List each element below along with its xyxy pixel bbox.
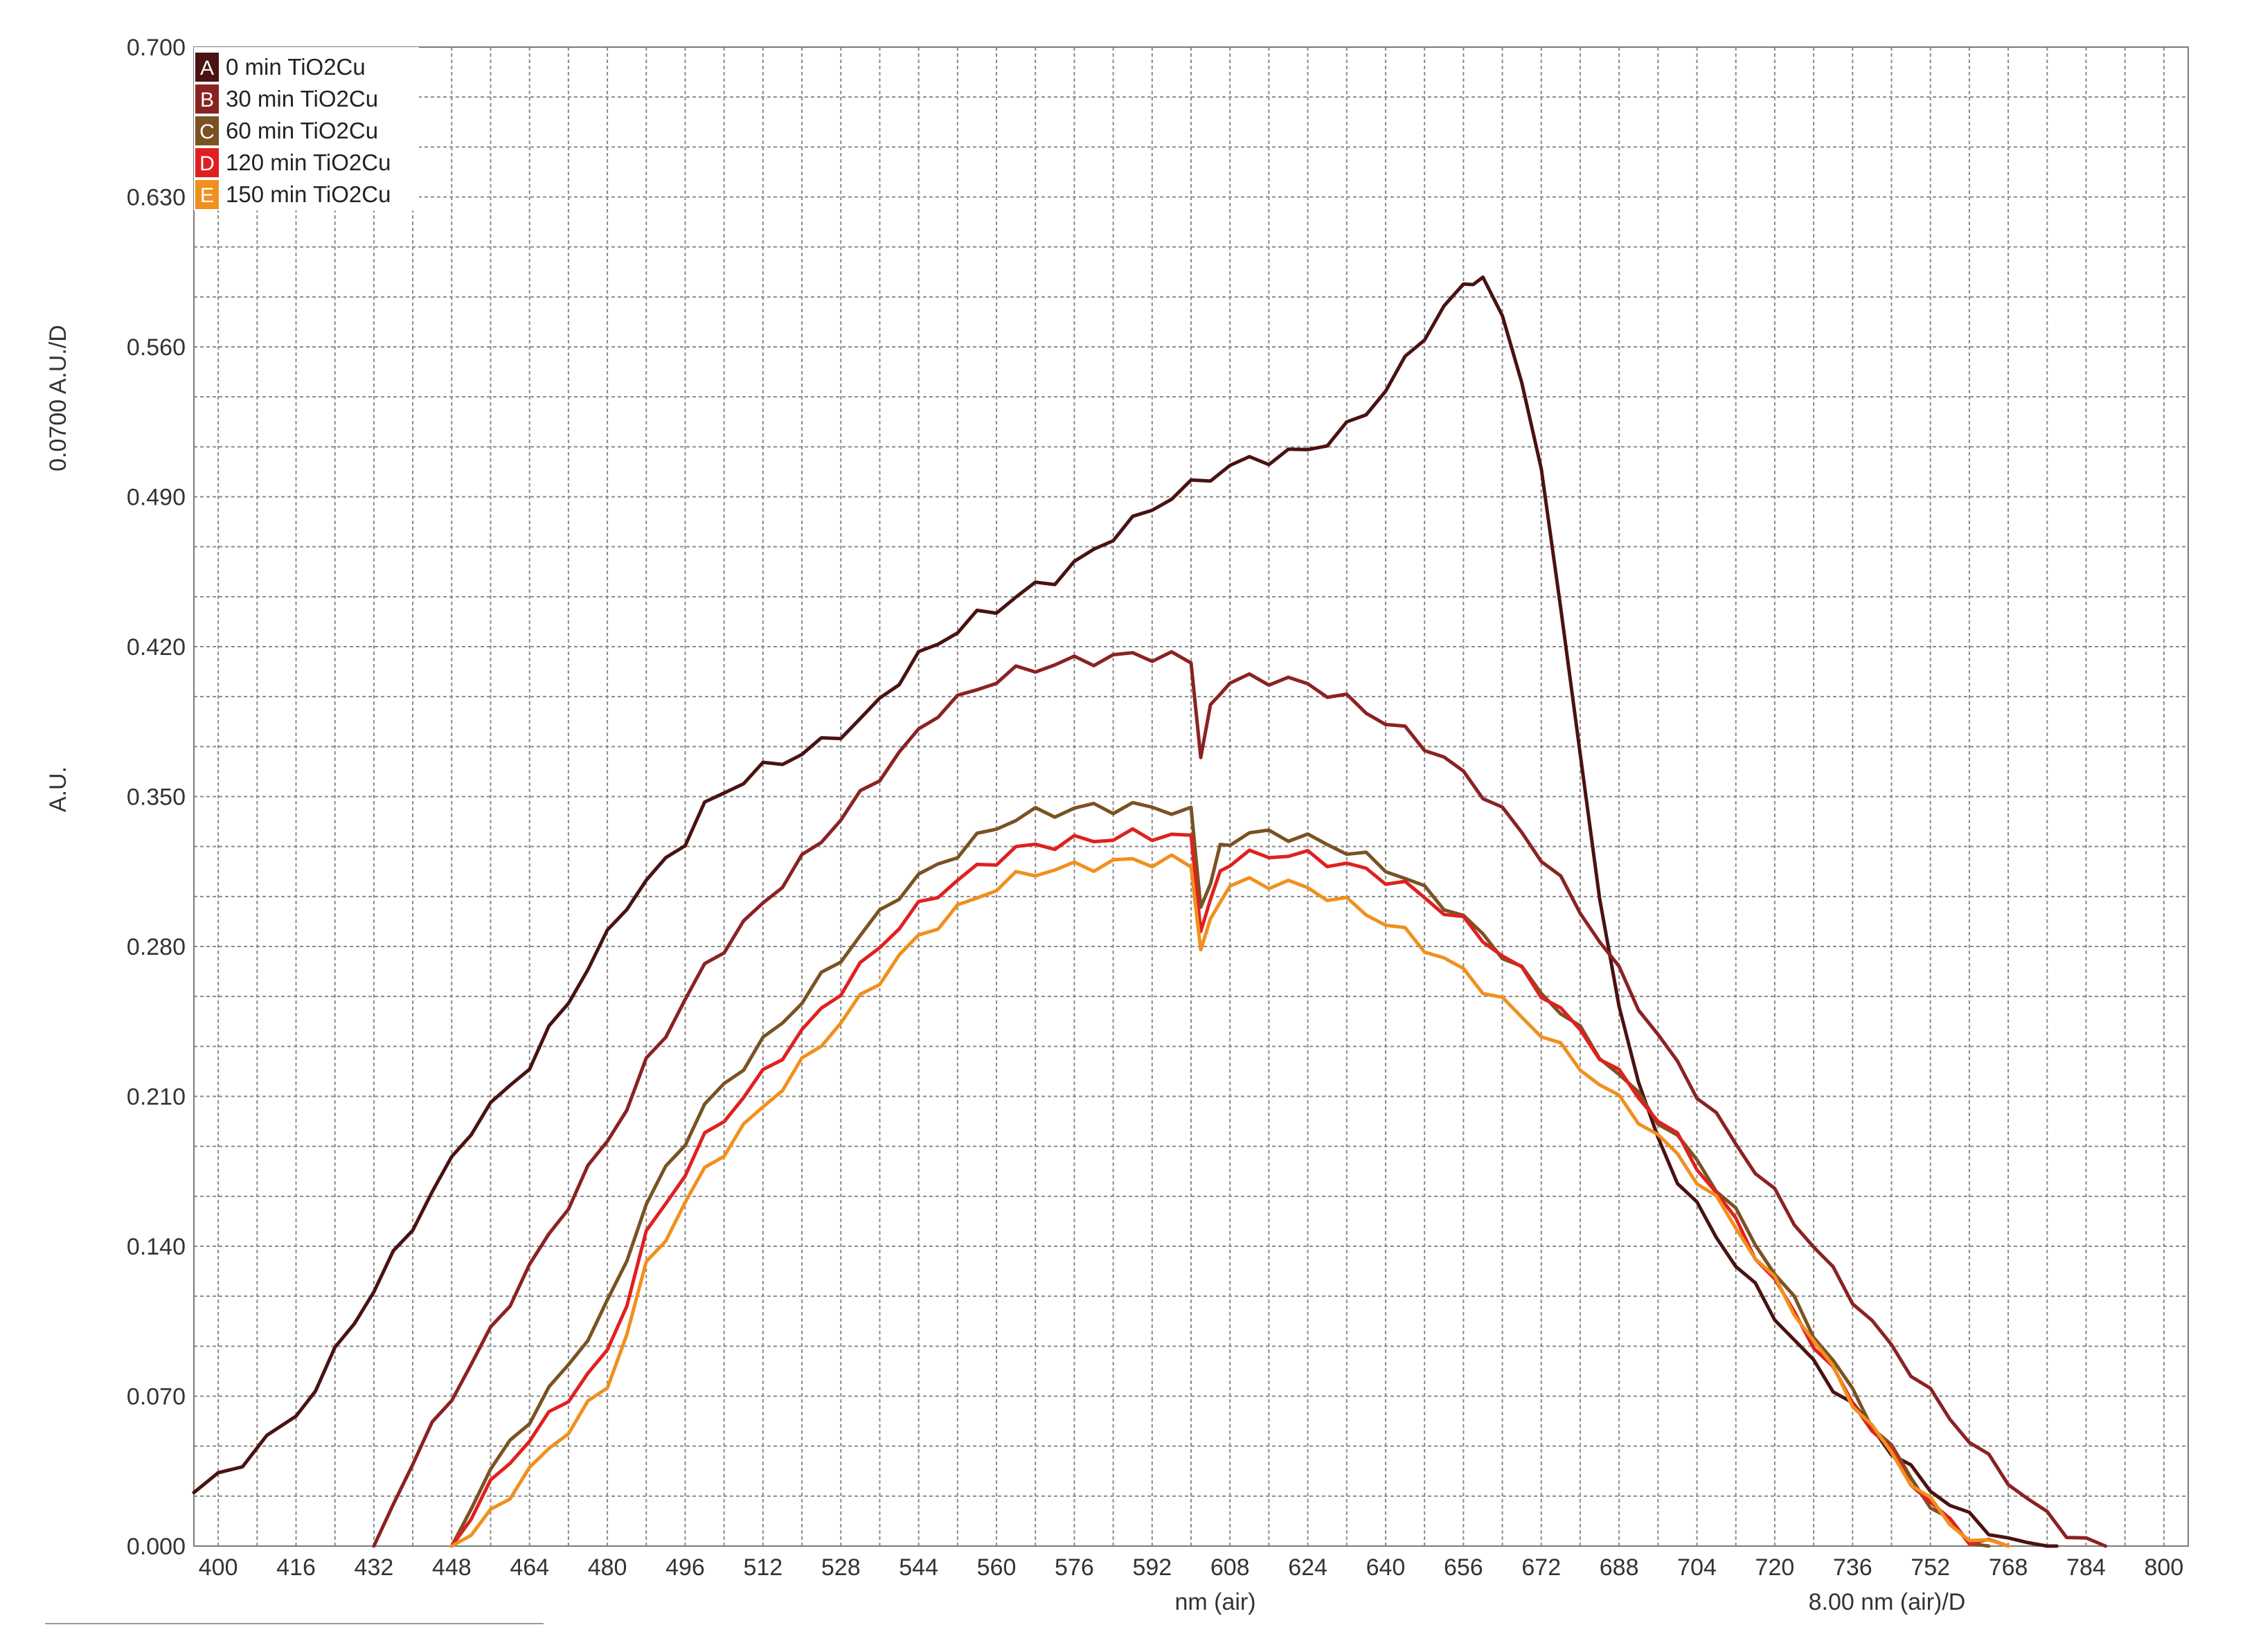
x-tick-label: 752	[1911, 1554, 1950, 1581]
y-tick-labels: 0.000 0.070 0.140 0.210 0.280 0.350 0.420 0.490…	[127, 35, 186, 1560]
x-tick-label: 480	[588, 1554, 627, 1581]
x-tick-label: 800	[2145, 1554, 2184, 1581]
x-tick-label: 640	[1366, 1554, 1406, 1581]
x-tick-label: 400	[199, 1554, 238, 1581]
series-line-c	[449, 800, 1991, 1548]
x-tick-label: 496	[665, 1554, 705, 1581]
y-tick-label: 0.560	[127, 334, 186, 361]
x-tick-label: 784	[2066, 1554, 2106, 1581]
y-axis-secondary-label: 0.0700 A.U./D	[45, 325, 71, 472]
x-tick-label: 416	[276, 1554, 316, 1581]
grid	[194, 47, 2188, 1547]
y-tick-label: 0.420	[127, 634, 186, 661]
legend-entry: 150 min TiO2Cu	[226, 181, 391, 207]
y-tick-label: 0.210	[127, 1084, 186, 1111]
x-tick-label: 624	[1288, 1554, 1327, 1581]
y-tick-label: 0.630	[127, 185, 186, 211]
legend-entry: 30 min TiO2Cu	[226, 86, 378, 111]
legend-swatch-d	[195, 148, 219, 177]
x-tick-label: 576	[1055, 1554, 1094, 1581]
legend-entry: 0 min TiO2Cu	[226, 54, 366, 80]
plot-frame	[193, 46, 2189, 1547]
x-tick-label: 464	[510, 1554, 549, 1581]
series-group	[192, 275, 2108, 1548]
x-tick-labels: 400 416 432 448 464 480 496 512 528 544 560 576 592 6…	[199, 1554, 2183, 1581]
x-axis-secondary-label: 8.00 nm (air)/D	[1809, 1589, 1966, 1615]
legend-swatch-c	[195, 116, 219, 145]
series-line-e	[449, 853, 2010, 1548]
x-tick-label: 432	[355, 1554, 394, 1581]
x-tick-label: 592	[1132, 1554, 1172, 1581]
x-tick-label: 512	[743, 1554, 782, 1581]
legend-letter: B	[200, 89, 214, 111]
y-tick-label: 0.140	[127, 1234, 186, 1260]
legend: A 0 min TiO2Cu B 30 min TiO2Cu C 60 min TiO2C…	[194, 47, 419, 210]
x-tick-label: 672	[1521, 1554, 1561, 1581]
x-axis-label: nm (air)	[1174, 1589, 1255, 1615]
series-line-d	[449, 827, 2010, 1548]
y-tick-label: 0.350	[127, 784, 186, 811]
legend-letter: A	[200, 57, 214, 80]
x-tick-label: 688	[1600, 1554, 1639, 1581]
x-tick-label: 448	[432, 1554, 472, 1581]
legend-swatch-b	[195, 84, 219, 114]
y-tick-label: 0.000	[127, 1534, 186, 1560]
series-line-b	[372, 649, 2108, 1548]
x-tick-label: 544	[899, 1554, 938, 1581]
legend-letter: E	[200, 184, 214, 207]
y-tick-label: 0.280	[127, 934, 186, 960]
legend-entry: 60 min TiO2Cu	[226, 118, 378, 143]
legend-swatch-a	[195, 53, 219, 82]
legend-box	[194, 47, 419, 210]
legend-swatch-e	[195, 180, 219, 209]
series-line-a	[192, 275, 2059, 1548]
y-tick-label: 0.700	[127, 35, 186, 61]
x-tick-label: 656	[1444, 1554, 1483, 1581]
legend-entry: 120 min TiO2Cu	[226, 150, 391, 175]
y-axis-label: A.U.	[45, 766, 71, 812]
x-tick-label: 736	[1833, 1554, 1872, 1581]
x-tick-label: 720	[1755, 1554, 1795, 1581]
x-tick-label: 528	[821, 1554, 861, 1581]
legend-letter: C	[199, 120, 215, 143]
y-tick-label: 0.070	[127, 1384, 186, 1410]
x-tick-label: 768	[1989, 1554, 2028, 1581]
x-tick-label: 608	[1210, 1554, 1250, 1581]
legend-letter: D	[199, 152, 215, 175]
x-tick-label: 704	[1677, 1554, 1717, 1581]
y-tick-label: 0.490	[127, 485, 186, 511]
x-tick-label: 560	[977, 1554, 1017, 1581]
